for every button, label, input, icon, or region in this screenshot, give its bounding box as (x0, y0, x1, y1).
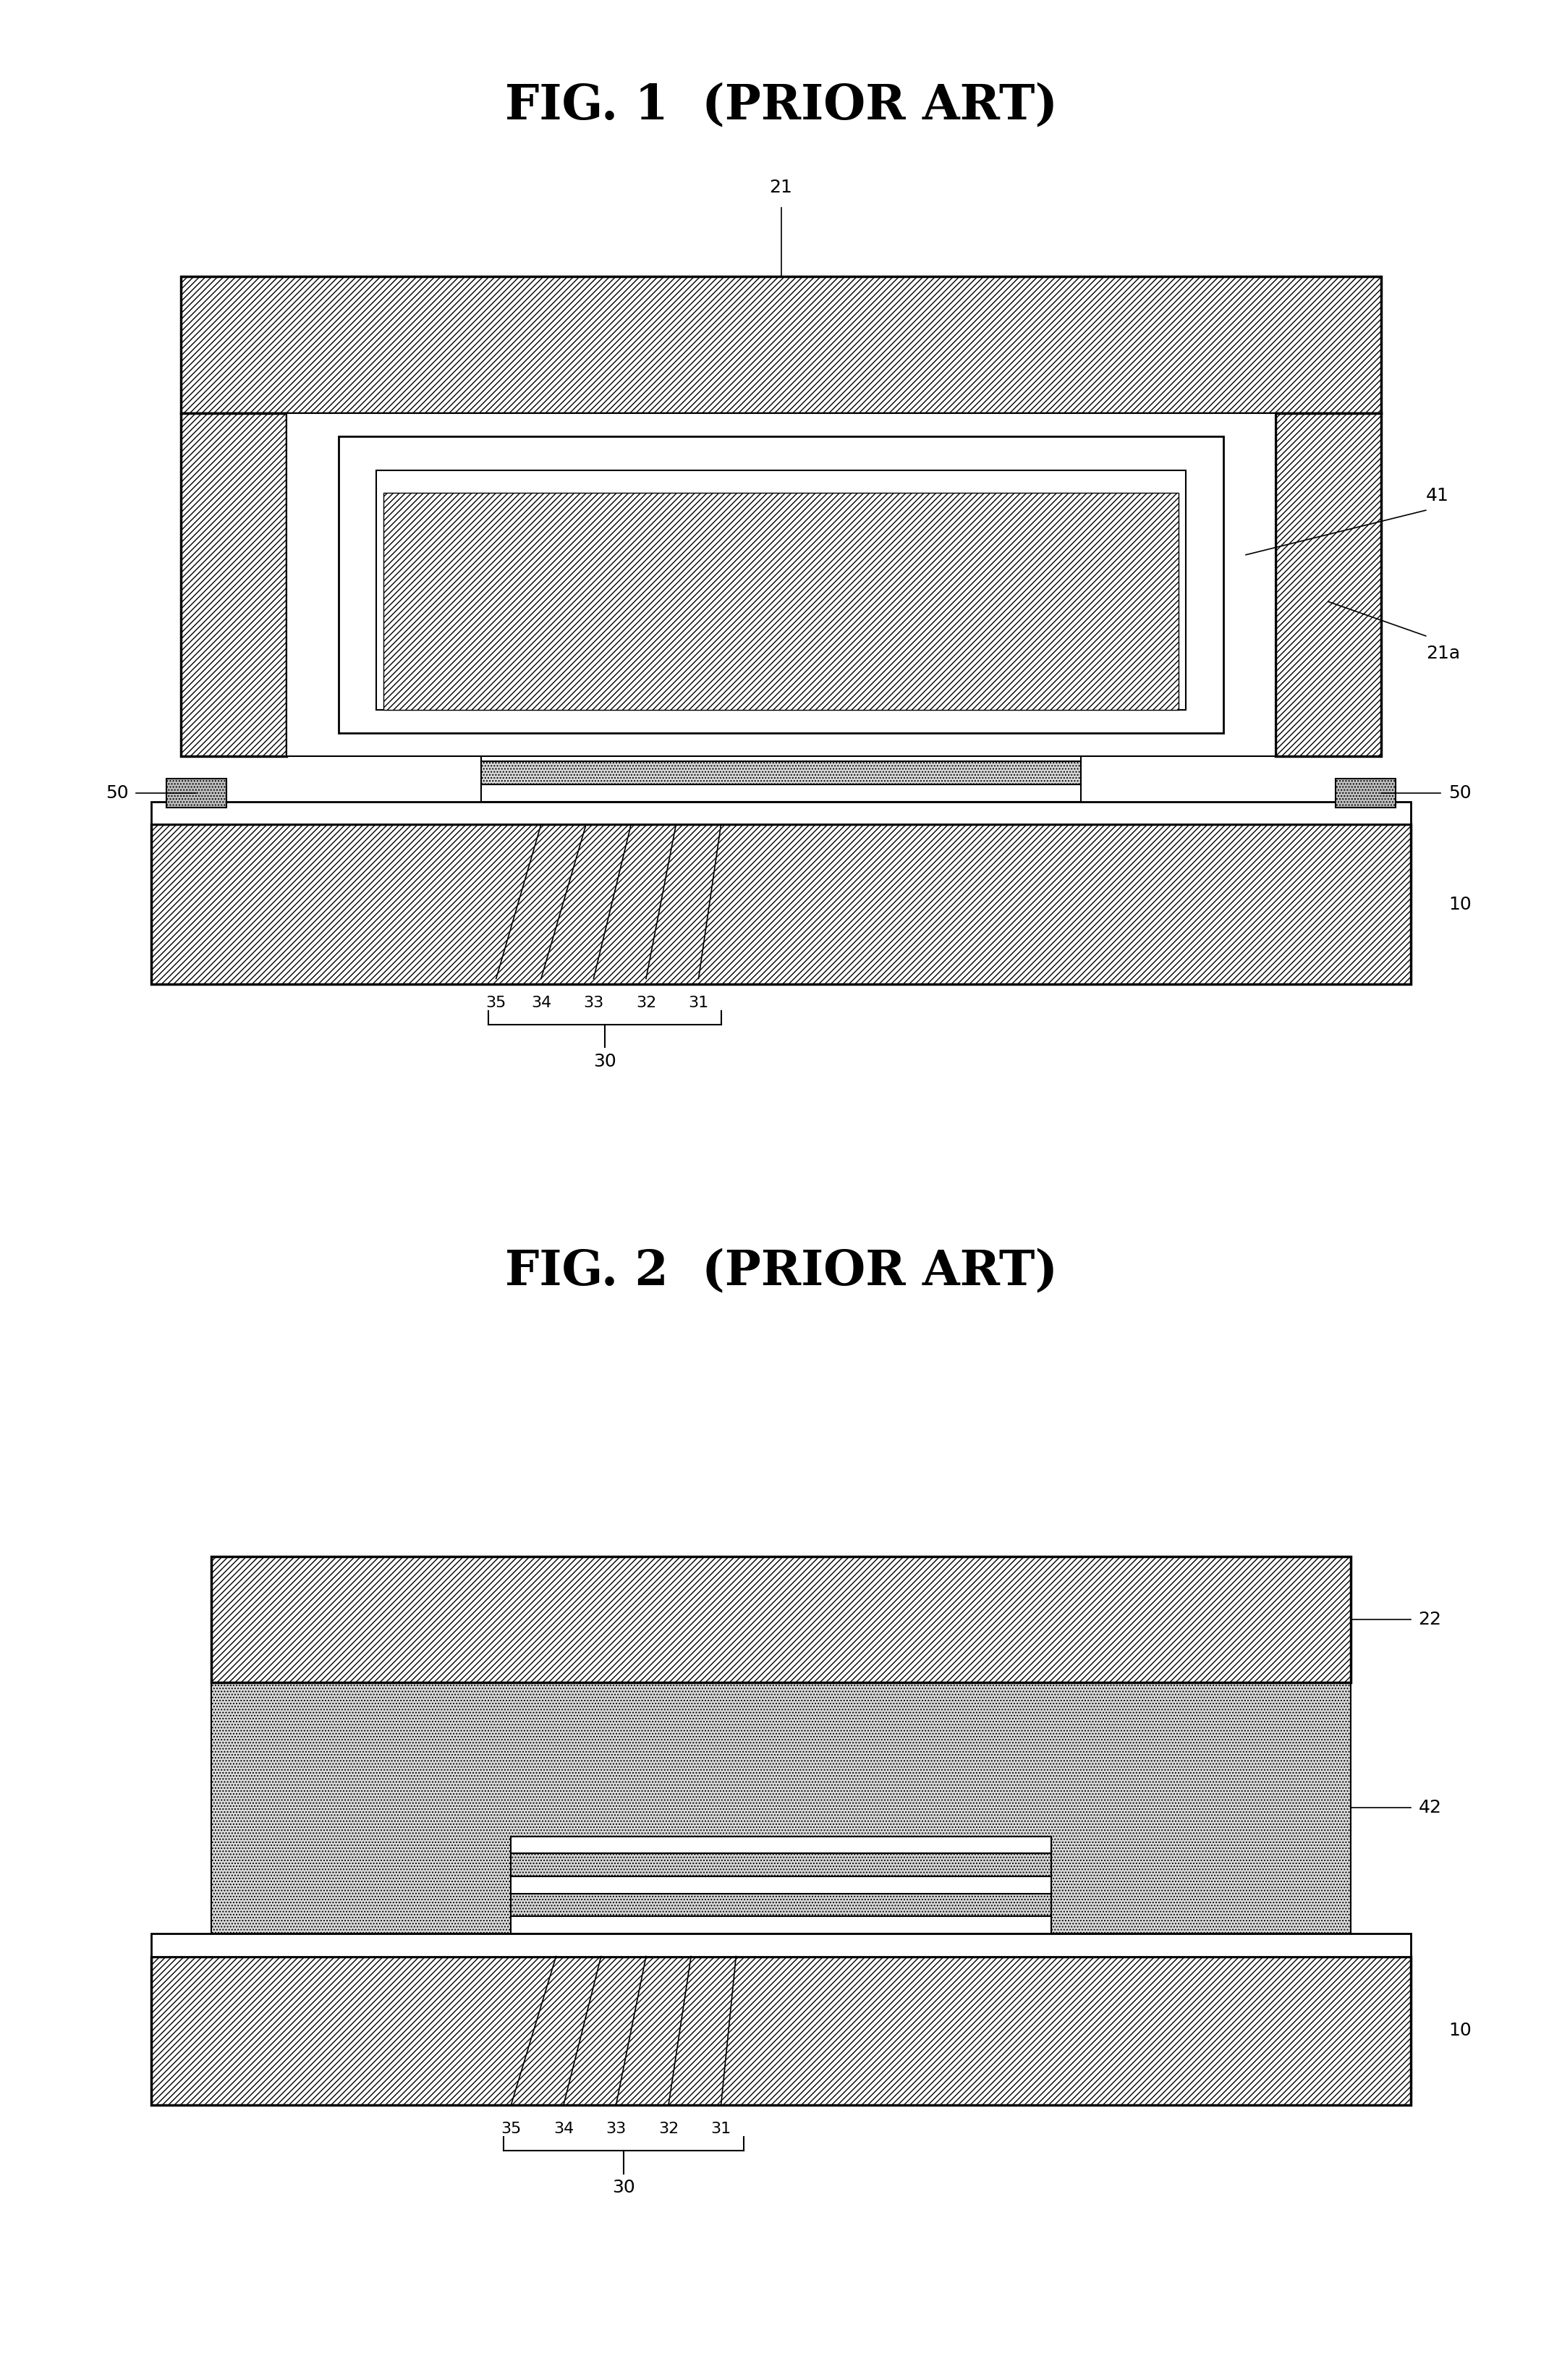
Bar (481, 704, 1081, 721)
Text: FIG. 1  (PRIOR ART): FIG. 1 (PRIOR ART) (505, 81, 1057, 129)
Bar (181, 414, 286, 757)
Bar (152, 823, 1410, 985)
Bar (511, 1837, 1051, 1854)
Text: 50: 50 (1448, 785, 1471, 802)
Text: 10: 10 (1448, 895, 1471, 914)
Bar (384, 493, 1178, 709)
Bar (1276, 414, 1381, 757)
Text: 21: 21 (770, 178, 792, 195)
Bar (211, 1557, 1351, 1683)
Bar (511, 1894, 1051, 1916)
Bar (152, 802, 1410, 823)
Bar (166, 778, 226, 807)
Text: 35: 35 (486, 995, 506, 1009)
Text: 30: 30 (594, 1052, 617, 1071)
Bar (152, 1933, 1410, 1956)
Bar (481, 721, 1081, 745)
Bar (481, 745, 1081, 762)
Text: 41: 41 (1426, 488, 1450, 505)
Text: 22: 22 (1418, 1611, 1442, 1628)
Bar (376, 471, 1186, 709)
Text: 10: 10 (1448, 2023, 1471, 2040)
Bar (286, 414, 1276, 757)
Text: 33: 33 (583, 995, 604, 1009)
Bar (481, 785, 1081, 802)
Bar (152, 1956, 1410, 2104)
Bar (511, 1837, 1051, 1854)
Bar (511, 1894, 1051, 1916)
Bar (511, 1916, 1051, 1933)
Text: 31: 31 (711, 2123, 731, 2137)
Bar (511, 1854, 1051, 1875)
Bar (511, 1875, 1051, 1894)
Bar (1336, 778, 1396, 807)
Text: 34: 34 (531, 995, 551, 1009)
Text: 50: 50 (106, 785, 128, 802)
Bar (481, 762, 1081, 785)
Bar (339, 436, 1223, 733)
Text: 34: 34 (553, 2123, 573, 2137)
Bar (511, 1854, 1051, 1875)
Text: 42: 42 (1418, 1799, 1442, 1816)
Text: 31: 31 (689, 995, 709, 1009)
Text: 30: 30 (612, 2180, 636, 2197)
Text: 21a: 21a (1426, 645, 1460, 662)
Text: 32: 32 (636, 995, 656, 1009)
Text: 32: 32 (658, 2123, 679, 2137)
Bar (511, 1875, 1051, 1894)
Text: 35: 35 (501, 2123, 522, 2137)
Bar (181, 276, 1381, 414)
Text: FIG. 2  (PRIOR ART): FIG. 2 (PRIOR ART) (505, 1247, 1057, 1295)
Text: 33: 33 (606, 2123, 626, 2137)
Bar (511, 1916, 1051, 1933)
Bar (211, 1683, 1351, 1933)
